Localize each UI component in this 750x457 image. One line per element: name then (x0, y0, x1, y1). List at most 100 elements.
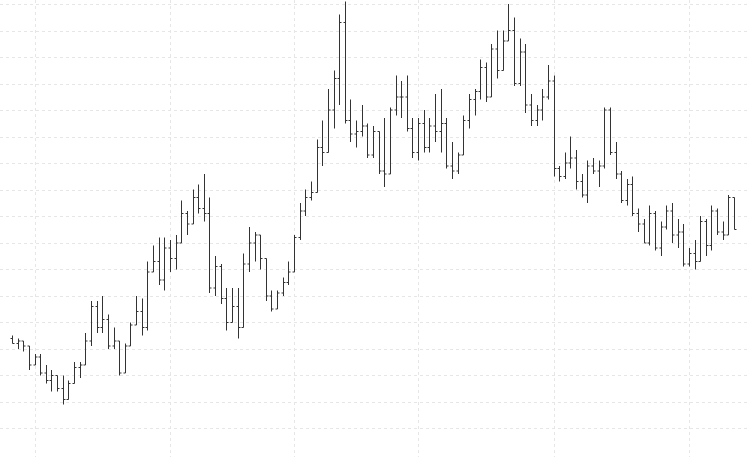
ohlc-bar (422, 110, 427, 153)
ohlc-bar (213, 256, 218, 296)
ohlc-bar (597, 160, 602, 188)
ohlc-bar (78, 362, 83, 379)
ohlc-bar (467, 94, 472, 129)
ohlc-bar (563, 152, 568, 180)
ohlc-bar (196, 184, 201, 214)
price-bars (10, 1, 737, 405)
ohlc-bar (33, 354, 38, 366)
ohlc-bar (162, 237, 167, 291)
ohlc-bar (399, 80, 404, 119)
ohlc-bar (128, 322, 133, 347)
ohlc-bar (332, 70, 337, 129)
ohlc-bar (168, 240, 173, 272)
ohlc-bar (410, 118, 415, 158)
ohlc-bar (602, 107, 607, 169)
ohlc-bar (275, 290, 280, 310)
ohlc-bar (636, 208, 641, 233)
ohlc-bar (377, 130, 382, 174)
ohlc-bar (473, 88, 478, 116)
ohlc-bar (106, 314, 111, 349)
ohlc-bar (585, 160, 590, 203)
ohlc-bar (568, 136, 573, 169)
ohlc-bar (320, 120, 325, 166)
ohlc-bar (354, 120, 359, 148)
ohlc-bar (16, 338, 21, 349)
ohlc-bar (444, 118, 449, 169)
ohlc-bar (95, 301, 100, 333)
ohlc-bar (721, 221, 726, 241)
ohlc-bar (580, 173, 585, 198)
ohlc-bar (49, 370, 54, 392)
ohlc-bar (83, 332, 88, 366)
ohlc-bar (241, 253, 246, 329)
ohlc-bar (698, 216, 703, 262)
ohlc-bar (315, 139, 320, 193)
ohlc-bar (630, 176, 635, 217)
ohlc-bar (416, 118, 421, 161)
ohlc-bar (518, 38, 523, 87)
ohlc-bar (388, 107, 393, 175)
ohlc-bar (89, 301, 94, 347)
ohlc-bar (653, 210, 658, 251)
ohlc-bar (281, 277, 286, 296)
ohlc-bar (348, 99, 353, 142)
ohlc-bar (529, 94, 534, 127)
ohlc-bar (303, 189, 308, 217)
ohlc-bar (134, 295, 139, 326)
ohlc-bar (27, 345, 32, 371)
ohlc-bar (72, 362, 77, 384)
ohlc-bar (614, 141, 619, 180)
ohlc-bar (687, 248, 692, 267)
ohlc-bar (715, 208, 720, 235)
ohlc-bar (574, 149, 579, 190)
ohlc-bar (117, 340, 122, 376)
ohlc-bar (642, 218, 647, 244)
ohlc-bar (112, 327, 117, 349)
ohlc-bar (253, 232, 258, 262)
ohlc-bar (151, 245, 156, 273)
ohlc-bar (219, 263, 224, 304)
ohlc-bar (478, 59, 483, 100)
ohlc-bar (427, 118, 432, 153)
ohlc-bar (224, 287, 229, 331)
ohlc-bar (709, 205, 714, 251)
ohlc-bar (185, 210, 190, 235)
ohlc-bar (664, 205, 669, 230)
ohlc-bar (309, 181, 314, 201)
ohlc-bar (495, 30, 500, 79)
ohlc-bar (145, 261, 150, 331)
ohlc-bar (55, 374, 60, 392)
ohlc-bar (66, 380, 71, 400)
ohlc-bar (732, 197, 737, 230)
ohlc-bar (269, 290, 274, 312)
ohlc-bar (61, 375, 66, 405)
ohlc-bar (207, 197, 212, 294)
ohlc-bar (247, 226, 252, 272)
ohlc-bar (123, 343, 128, 374)
ohlc-bar (704, 218, 709, 257)
ohlc-bar (461, 115, 466, 156)
ohlc-bar (10, 335, 15, 345)
ohlc-bar (365, 123, 370, 158)
ohlc-bar (552, 75, 557, 177)
ohlc-bar (337, 14, 342, 105)
ohlc-bar (236, 287, 241, 339)
ohlc-bar (557, 165, 562, 182)
ohlc-bar (450, 141, 455, 180)
ohlc-bar (230, 287, 235, 323)
ohlc-bar (292, 234, 297, 273)
ohlc-bar (264, 258, 269, 302)
ohlc-bar (191, 189, 196, 225)
ohlc-bar (44, 364, 49, 384)
ohlc-bar (681, 224, 686, 267)
ohlc-bar (394, 75, 399, 116)
ohlc-bar (38, 354, 43, 376)
ohlc-bar (382, 118, 387, 188)
ohlc-bar (202, 173, 207, 222)
ohlc-bar (506, 4, 511, 42)
ohlc-bar (489, 43, 494, 98)
ohlc-bar (439, 88, 444, 153)
ohlc-bar (140, 298, 145, 336)
